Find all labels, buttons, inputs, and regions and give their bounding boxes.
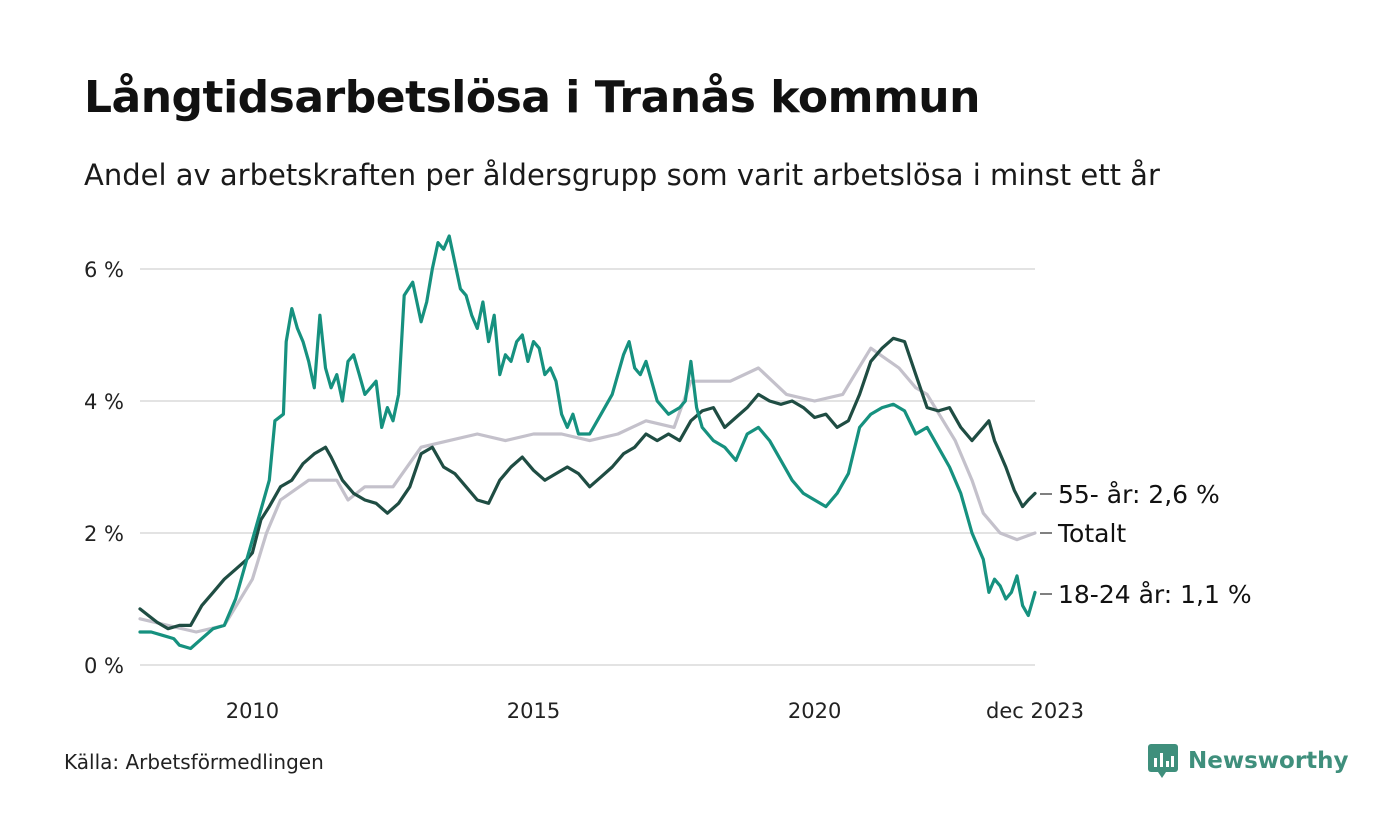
brand-name: Newsworthy [1188, 748, 1349, 774]
series-end-labels: Totalt 55- år: 2,6 % 18-24 år: 1,1 % [1040, 480, 1252, 609]
series-lines [138, 234, 1037, 651]
series-line-55-r [138, 336, 1037, 631]
series-end-label: 18-24 år: 1,1 % [1058, 580, 1252, 609]
y-tick-label: 6 % [84, 258, 124, 282]
y-tick-label: 4 % [84, 390, 124, 414]
y-tick-label: 2 % [84, 522, 124, 546]
series-line-18-24-r [138, 234, 1037, 651]
newsworthy-icon [1148, 744, 1178, 778]
line-chart: 0 % 2 % 4 % 6 % 2010 2015 2020 dec 2023 Totalt… [84, 234, 1252, 723]
x-tick-label: 2015 [507, 699, 560, 723]
gridlines [140, 268, 1035, 666]
source-note: Källa: Arbetsförmedlingen [64, 750, 324, 774]
newsworthy-logo[interactable]: Newsworthy [1148, 744, 1349, 778]
series-end-label: Totalt [1057, 519, 1126, 548]
y-tick-label: 0 % [84, 654, 124, 678]
y-axis: 0 % 2 % 4 % 6 % [84, 258, 124, 678]
x-axis: 2010 2015 2020 dec 2023 [226, 699, 1084, 723]
chart-title: Långtidsarbetslösa i Tranås kommun [84, 72, 980, 123]
chart-subtitle: Andel av arbetskraften per åldersgrupp s… [84, 158, 1160, 192]
series-end-label: 55- år: 2,6 % [1058, 480, 1220, 509]
series-line-totalt [138, 346, 1037, 634]
x-tick-label: 2020 [788, 699, 841, 723]
x-tick-label: 2010 [226, 699, 279, 723]
x-tick-label: dec 2023 [986, 699, 1084, 723]
